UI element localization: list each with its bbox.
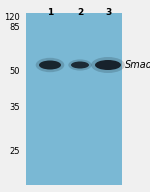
Text: 35: 35 (9, 103, 20, 112)
Ellipse shape (68, 59, 92, 71)
Text: 85: 85 (9, 23, 20, 32)
Ellipse shape (95, 60, 121, 70)
Text: 120: 120 (4, 13, 20, 22)
Text: 50: 50 (9, 68, 20, 76)
Ellipse shape (39, 60, 61, 70)
Text: 1: 1 (47, 8, 53, 17)
Bar (26, 13, 122, 185)
Ellipse shape (91, 57, 125, 73)
Text: 25: 25 (9, 147, 20, 156)
Ellipse shape (36, 58, 64, 72)
Text: 2: 2 (77, 8, 83, 17)
Text: Smad4: Smad4 (125, 60, 150, 70)
Ellipse shape (71, 61, 89, 69)
Text: 3: 3 (105, 8, 111, 17)
